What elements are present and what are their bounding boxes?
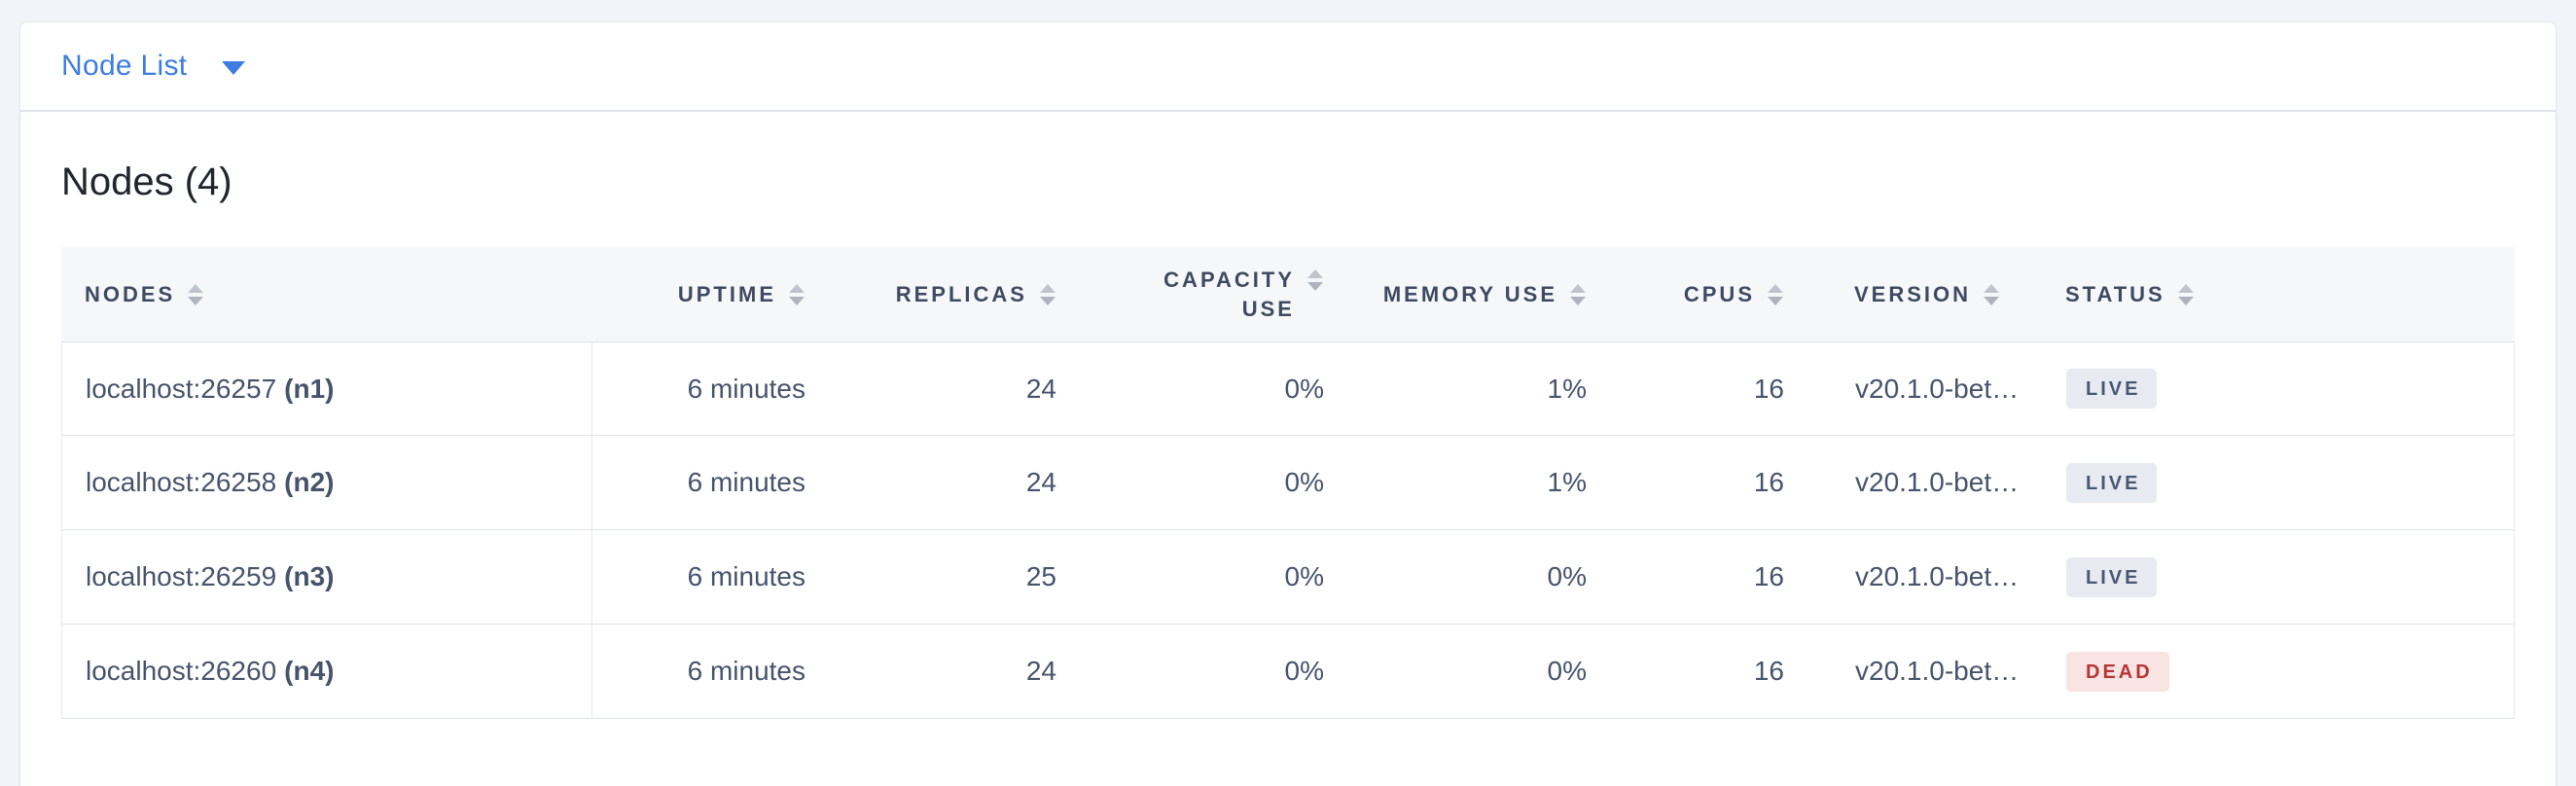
- column-header-label: UPTIME: [677, 281, 776, 306]
- column-header-memory-use[interactable]: MEMORY USE: [1358, 247, 1621, 341]
- capacity-use-cell: 0%: [1284, 656, 1324, 686]
- node-id: (n4): [284, 656, 335, 686]
- status-cell: LIVE: [2045, 436, 2514, 529]
- status-badge: LIVE: [2066, 556, 2158, 597]
- memory-use-cell: 1%: [1547, 467, 1587, 497]
- caret-down-icon: [222, 61, 246, 75]
- memory-use-cell: 0%: [1547, 561, 1587, 591]
- sort-arrows-icon[interactable]: [1570, 283, 1586, 305]
- table-footer: [61, 719, 2515, 758]
- sort-arrows-icon[interactable]: [1307, 268, 1323, 291]
- node-id: (n3): [284, 561, 335, 591]
- capacity-use-cell: 0%: [1284, 467, 1324, 497]
- node-address: localhost:26260: [86, 656, 277, 686]
- column-header-replicas[interactable]: REPLICAS: [838, 247, 1091, 341]
- column-header-uptime[interactable]: UPTIME: [591, 247, 838, 341]
- sort-arrows-icon[interactable]: [188, 283, 204, 305]
- status-cell: DEAD: [2045, 625, 2514, 718]
- column-header-cpus[interactable]: CPUS: [1621, 247, 1810, 341]
- table-body: localhost:26257 (n1) 6 minutes 24 0% 1% …: [61, 341, 2515, 719]
- capacity-use-cell: 0%: [1284, 373, 1324, 404]
- cpus-cell: 16: [1753, 561, 1784, 591]
- table-row-node-1[interactable]: localhost:26257 (n1) 6 minutes 24 0% 1% …: [62, 341, 2514, 436]
- memory-use-cell: 1%: [1547, 373, 1587, 404]
- node-list-dropdown[interactable]: Node List: [19, 21, 2557, 111]
- sort-arrows-icon[interactable]: [1040, 283, 1055, 305]
- sort-arrows-icon[interactable]: [1768, 283, 1783, 305]
- node-id: (n2): [284, 467, 335, 497]
- status-cell: LIVE: [2045, 530, 2514, 624]
- column-header-version[interactable]: VERSION: [1810, 247, 2044, 341]
- replicas-cell: 24: [1025, 656, 1056, 686]
- nodes-table: NODES UPTIME REPLICAS CAPACITY USE MEMOR…: [61, 247, 2515, 758]
- uptime-cell: 6 minutes: [687, 561, 805, 591]
- uptime-cell: 6 minutes: [687, 656, 805, 686]
- column-header-label: NODES: [85, 281, 176, 306]
- version-cell: v20.1.0-bet…: [1855, 656, 2020, 686]
- node-id: (n1): [284, 373, 335, 404]
- version-cell: v20.1.0-bet…: [1855, 561, 2020, 591]
- node-address-cell[interactable]: localhost:26257 (n1): [62, 342, 592, 435]
- node-address-cell[interactable]: localhost:26260 (n4): [62, 625, 592, 718]
- node-address-cell[interactable]: localhost:26258 (n2): [62, 436, 592, 529]
- cpus-cell: 16: [1753, 467, 1784, 497]
- column-header-label: STATUS: [2065, 281, 2165, 306]
- capacity-use-cell: 0%: [1284, 561, 1324, 591]
- column-header-label: CPUS: [1683, 281, 1755, 306]
- status-cell: LIVE: [2045, 342, 2514, 435]
- node-address-cell[interactable]: localhost:26259 (n3): [62, 530, 592, 624]
- sort-arrows-icon[interactable]: [1984, 283, 2000, 305]
- replicas-cell: 24: [1025, 373, 1056, 404]
- column-header-label: MEMORY USE: [1382, 281, 1557, 306]
- page-title: Nodes (4): [61, 161, 233, 203]
- node-address: localhost:26259: [86, 561, 277, 591]
- nodes-card: Nodes (4) NODES UPTIME REPLICAS CAPACITY…: [19, 111, 2557, 786]
- column-header-label: REPLICAS: [895, 281, 1027, 306]
- replicas-cell: 25: [1025, 561, 1056, 591]
- replicas-cell: 24: [1025, 467, 1056, 497]
- column-header-label: VERSION: [1854, 281, 1972, 306]
- table-header-row: NODES UPTIME REPLICAS CAPACITY USE MEMOR…: [61, 247, 2515, 341]
- column-header-label: CAPACITY USE: [1163, 267, 1295, 321]
- memory-use-cell: 0%: [1547, 656, 1587, 686]
- version-cell: v20.1.0-bet…: [1855, 467, 2020, 497]
- cpus-cell: 16: [1753, 373, 1784, 404]
- sort-arrows-icon[interactable]: [789, 283, 805, 305]
- table-row-node-3[interactable]: localhost:26259 (n3) 6 minutes 25 0% 0% …: [62, 530, 2514, 625]
- uptime-cell: 6 minutes: [687, 467, 805, 497]
- column-header-capacity-use[interactable]: CAPACITY USE: [1091, 247, 1358, 341]
- status-badge: DEAD: [2066, 651, 2169, 692]
- column-header-status[interactable]: STATUS: [2044, 247, 2515, 341]
- version-cell: v20.1.0-bet…: [1855, 373, 2020, 404]
- node-address: localhost:26258: [86, 467, 277, 497]
- status-badge: LIVE: [2066, 369, 2158, 409]
- sort-arrows-icon[interactable]: [2177, 283, 2194, 305]
- table-row-node-2[interactable]: localhost:26258 (n2) 6 minutes 24 0% 1% …: [62, 436, 2514, 530]
- table-row-node-4[interactable]: localhost:26260 (n4) 6 minutes 24 0% 0% …: [62, 625, 2514, 719]
- cpus-cell: 16: [1753, 656, 1784, 686]
- status-badge: LIVE: [2066, 462, 2158, 503]
- node-list-dropdown-label: Node List: [61, 50, 188, 82]
- uptime-cell: 6 minutes: [687, 373, 805, 404]
- column-header-nodes[interactable]: NODES: [61, 247, 591, 341]
- node-address: localhost:26257: [86, 373, 277, 404]
